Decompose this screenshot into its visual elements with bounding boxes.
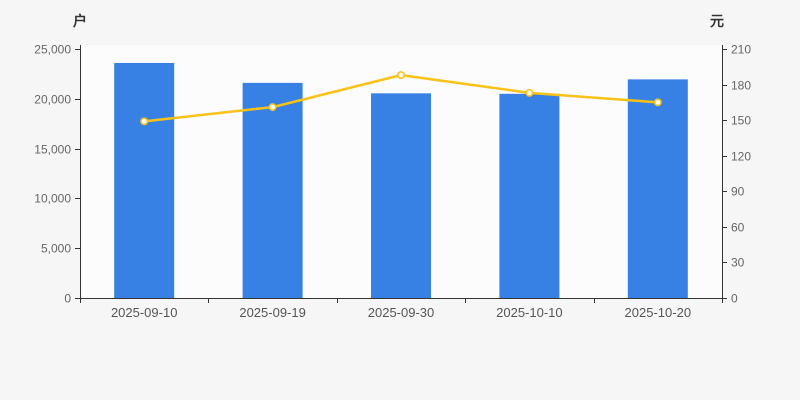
line-point-2025-09-10[interactable]	[140, 117, 149, 126]
x-axis-category-label: 2025-09-10	[111, 305, 178, 320]
right-axis-tick-label: 60	[731, 221, 745, 235]
x-axis-category-label: 2025-10-20	[625, 305, 692, 320]
line-point-2025-10-20[interactable]	[653, 98, 662, 107]
x-axis-category-label: 2025-09-19	[239, 305, 306, 320]
bar-2025-10-10[interactable]	[499, 93, 560, 298]
line-point-2025-09-19[interactable]	[268, 103, 277, 112]
bar-2025-09-19[interactable]	[242, 82, 303, 298]
left-axis-unit-label: 户	[73, 13, 87, 29]
right-axis-tick-label: 30	[731, 256, 745, 270]
right-axis-tick-label: 150	[731, 114, 751, 128]
bar-2025-10-20[interactable]	[627, 79, 688, 299]
left-axis-tick-label: 25,000	[34, 43, 71, 57]
line-point-2025-09-30[interactable]	[396, 71, 405, 80]
right-axis-tick-label: 210	[731, 43, 751, 57]
right-axis-unit-label: 元	[710, 13, 724, 29]
right-axis-tick-label: 120	[731, 150, 751, 164]
bar-2025-09-30[interactable]	[371, 93, 431, 299]
left-axis-tick-label: 15,000	[34, 143, 71, 157]
left-axis-tick-label: 10,000	[34, 192, 71, 206]
x-axis-category-label: 2025-09-30	[368, 305, 435, 320]
left-axis-tick-label: 20,000	[34, 93, 71, 107]
left-axis-tick-label: 0	[64, 292, 71, 306]
right-axis-tick-label: 180	[731, 79, 751, 93]
line-point-2025-10-10[interactable]	[525, 88, 534, 97]
left-axis-tick-label: 5,000	[41, 242, 71, 256]
right-axis-tick-label: 0	[731, 292, 738, 306]
right-axis-tick-label: 90	[731, 185, 745, 199]
x-axis-category-label: 2025-10-10	[496, 305, 563, 320]
bar-2025-09-10[interactable]	[114, 62, 175, 298]
